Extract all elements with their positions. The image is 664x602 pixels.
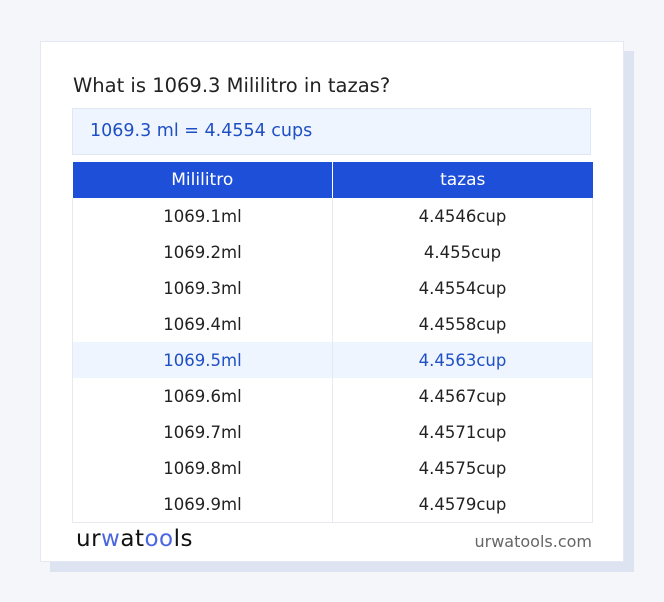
cup-value-cell: 4.4571cup (332, 414, 593, 450)
ml-value-cell: 1069.6ml (72, 378, 333, 414)
column-header-tazas: tazas (332, 162, 593, 198)
page-title: What is 1069.3 Mililitro in tazas? (73, 74, 391, 97)
ml-value-cell: 1069.9ml (72, 486, 333, 523)
table-row: 1069.5ml 4.4563cup (72, 342, 593, 378)
cup-value-cell: 4.4546cup (332, 198, 593, 234)
table-row: 1069.3ml 4.4554cup (72, 270, 593, 306)
ml-value-cell: 1069.2ml (72, 234, 333, 270)
cup-value-cell: 4.4575cup (332, 450, 593, 486)
ml-value-cell: 1069.8ml (72, 450, 333, 486)
cup-value-cell: 4.4563cup (332, 342, 593, 378)
table-row: 1069.6ml 4.4567cup (72, 378, 593, 414)
column-header-mililitro: Mililitro (72, 162, 333, 198)
site-url[interactable]: urwatools.com (474, 532, 593, 551)
table-row: 1069.4ml 4.4558cup (72, 306, 593, 342)
table-row: 1069.2ml 4.455cup (72, 234, 593, 270)
cup-value-cell: 4.4554cup (332, 270, 593, 306)
table-row: 1069.7ml 4.4571cup (72, 414, 593, 450)
ml-value-cell: 1069.1ml (72, 198, 333, 234)
ml-value-cell: 1069.4ml (72, 306, 333, 342)
ml-value-cell: 1069.7ml (72, 414, 333, 450)
table-row: 1069.1ml 4.4546cup (72, 198, 593, 234)
table-row: 1069.8ml 4.4575cup (72, 450, 593, 486)
ml-value-cell: 1069.5ml (72, 342, 333, 378)
ml-value-cell: 1069.3ml (72, 270, 333, 306)
table-row: 1069.9ml 4.4579cup (72, 486, 593, 523)
cup-value-cell: 4.455cup (332, 234, 593, 270)
cup-value-cell: 4.4579cup (332, 486, 593, 523)
converter-card: What is 1069.3 Mililitro in tazas? 1069.… (40, 41, 624, 562)
cup-value-cell: 4.4558cup (332, 306, 593, 342)
conversion-result: 1069.3 ml = 4.4554 cups (72, 108, 591, 155)
urwatools-logo[interactable]: urwatools (76, 526, 194, 552)
conversion-table: Mililitro tazas 1069.1ml 4.4546cup 1069.2m… (72, 162, 593, 523)
cup-value-cell: 4.4567cup (332, 378, 593, 414)
